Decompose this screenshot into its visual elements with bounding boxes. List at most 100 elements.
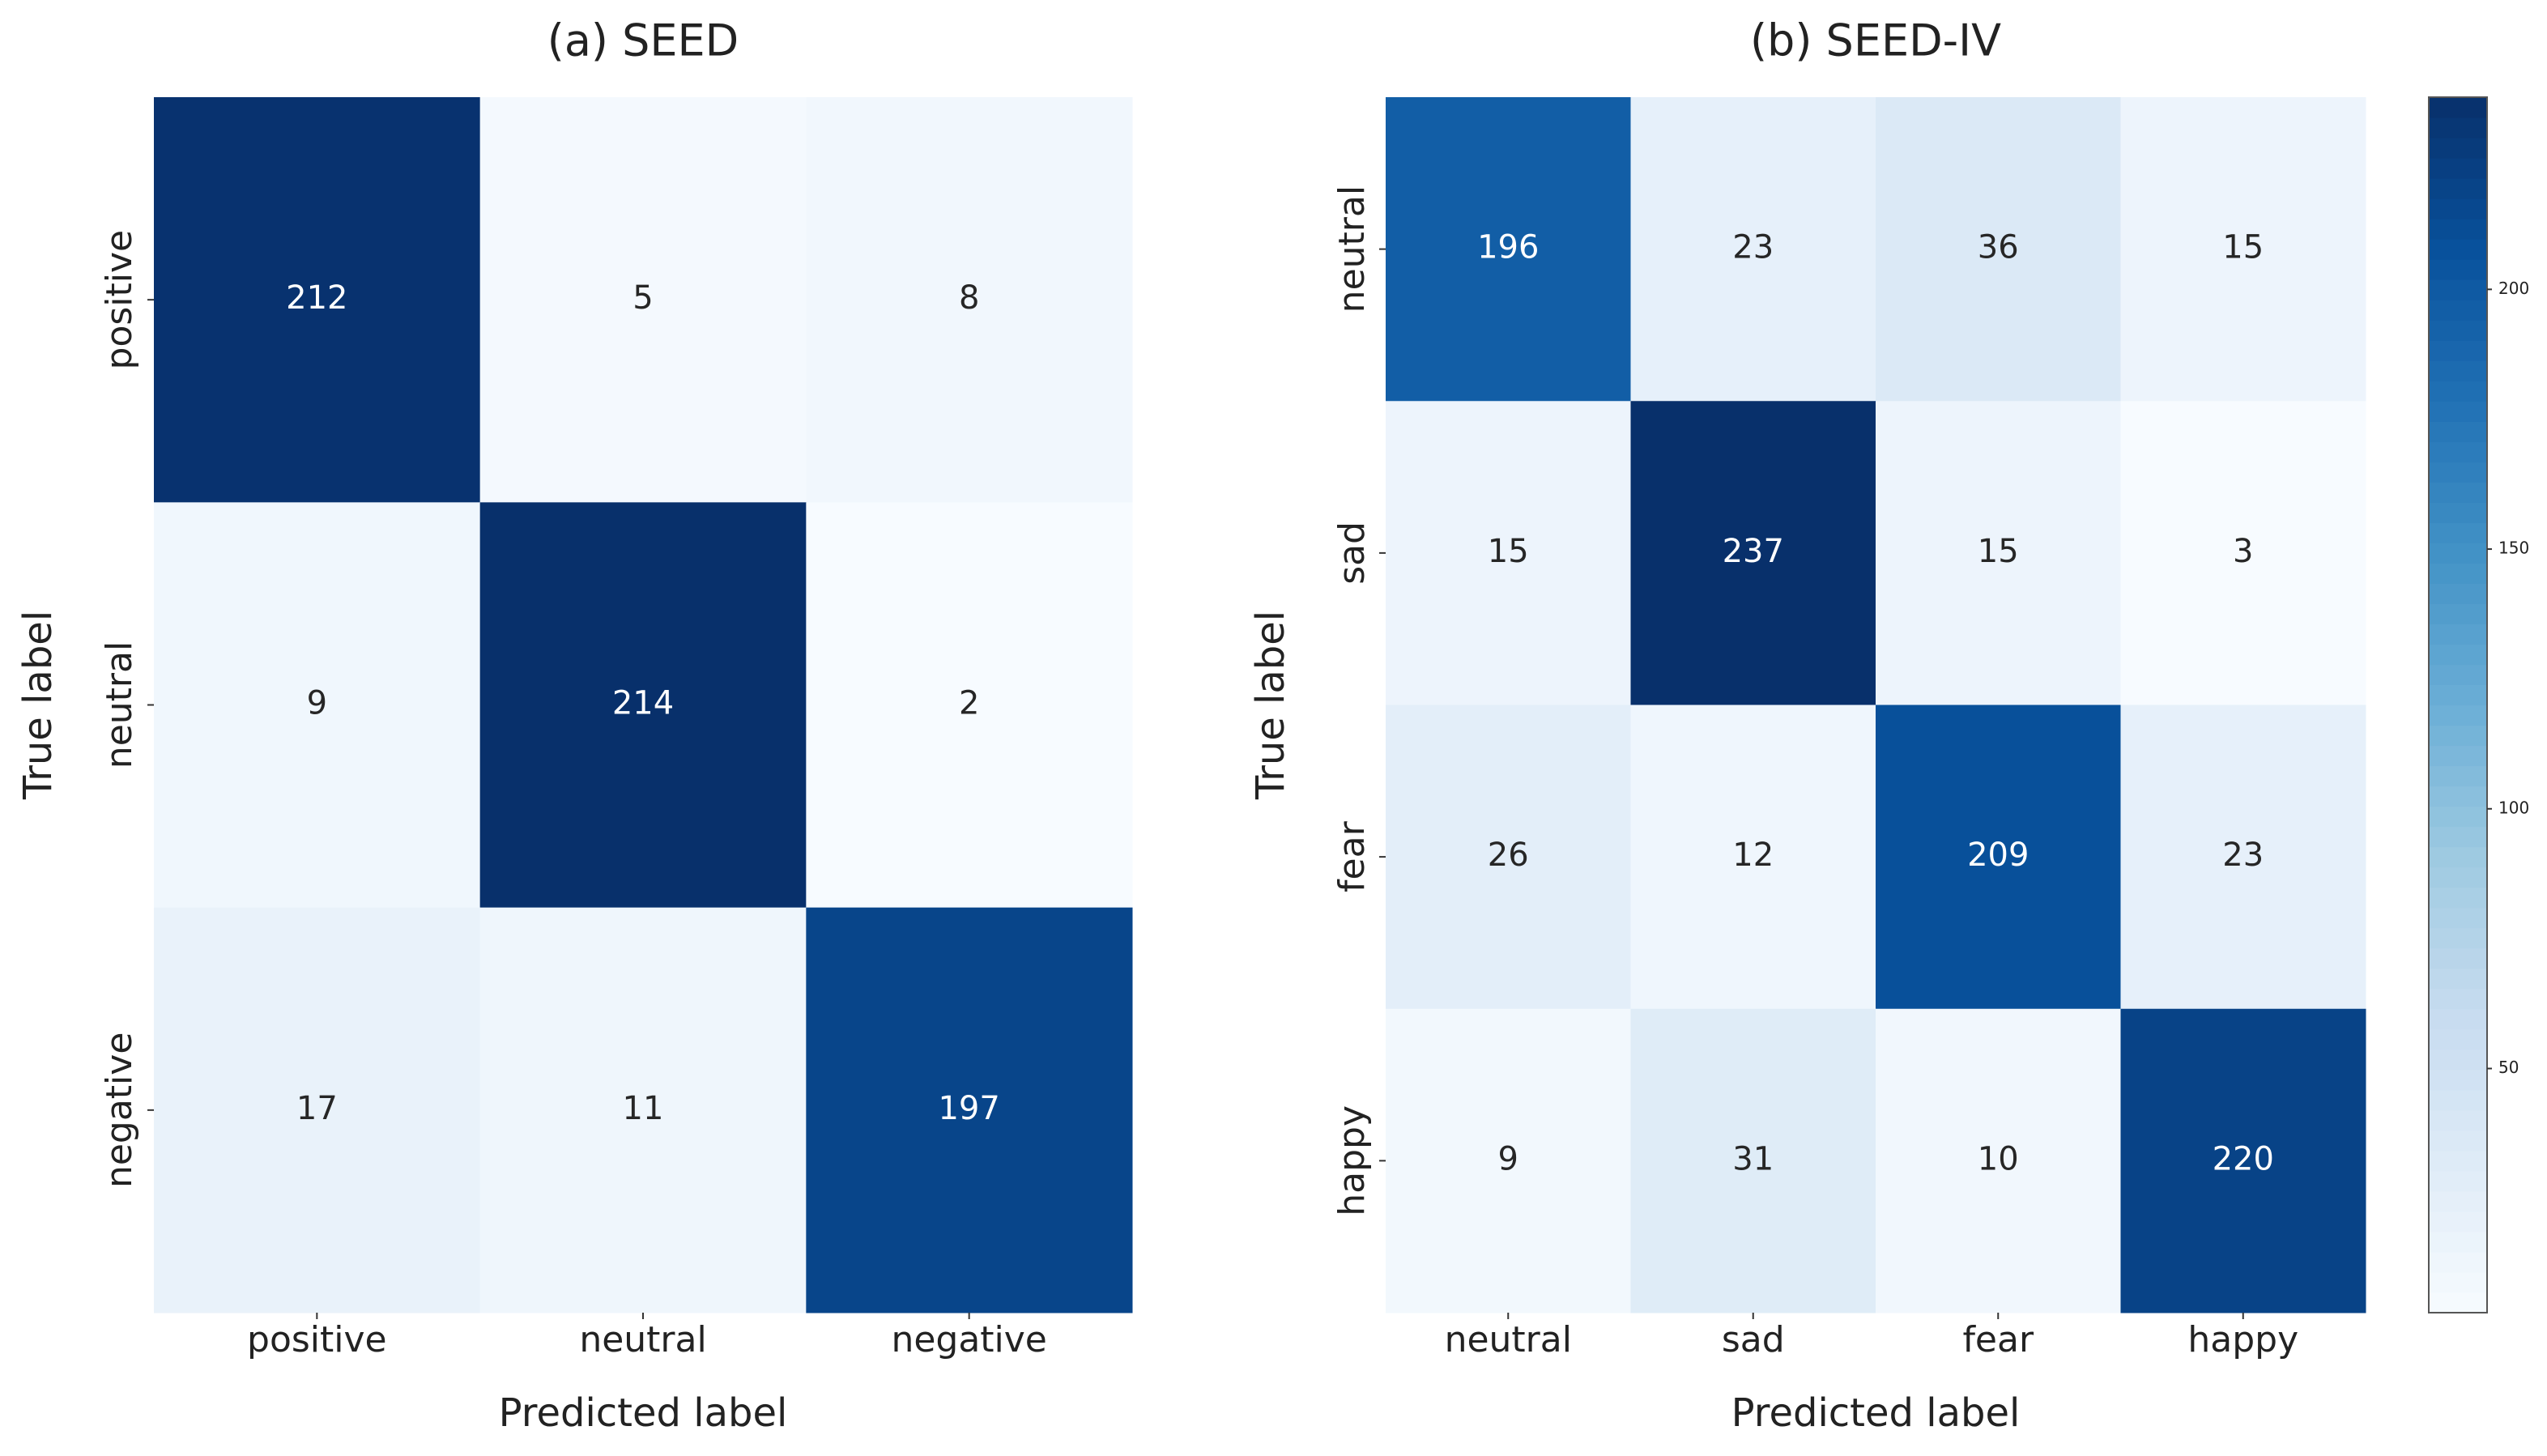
heatmap-cell [1386, 97, 1631, 402]
colorbar-segment [2429, 502, 2487, 523]
heatmap-cell [154, 907, 481, 1313]
colorbar-segment [2429, 826, 2487, 848]
y-tick-label: positive [99, 230, 140, 370]
cell-label: 12 [1732, 837, 1774, 874]
colorbar-tick-label: 150 [2498, 539, 2529, 558]
x-tick-label: sad [1722, 1319, 1785, 1360]
colorbar-segment [2429, 1008, 2487, 1030]
colorbar-segment [2429, 1049, 2487, 1071]
heatmap-cell [806, 502, 1133, 909]
colorbar-segment [2429, 401, 2487, 422]
chart-title: (b) SEED-IV [1750, 15, 2001, 66]
colorbar-segment [2429, 684, 2487, 706]
colorbar-segment [2429, 1190, 2487, 1212]
x-tick-label: positive [247, 1319, 387, 1360]
colorbar-segment [2429, 583, 2487, 605]
heatmap-cell [1630, 97, 1876, 402]
cell-label: 23 [1732, 229, 1774, 266]
heatmap-cell [1876, 1008, 2121, 1313]
heatmap-cell [1386, 1008, 1631, 1313]
colorbar-segment [2429, 927, 2487, 949]
colorbar-segment [2429, 1231, 2487, 1253]
heatmap-cell [1630, 1008, 1876, 1313]
colorbar-segment [2429, 705, 2487, 726]
colorbar-segment [2429, 765, 2487, 787]
cell-label: 237 [1723, 533, 1784, 570]
cell-label: 8 [959, 279, 979, 317]
colorbar-segment [2429, 1130, 2487, 1152]
colorbar-segment [2429, 1211, 2487, 1232]
cell-label: 196 [1477, 229, 1539, 266]
colorbar-segment [2429, 806, 2487, 828]
cell-label: 214 [612, 685, 674, 722]
chart-title: (a) SEED [547, 15, 739, 66]
colorbar-segment [2429, 138, 2487, 159]
cell-label: 11 [623, 1090, 664, 1127]
x-tick-label: fear [1962, 1319, 2034, 1360]
heatmap-cell [1630, 401, 1876, 705]
heatmap-cell [1876, 705, 2121, 1010]
colorbar-tick-label: 200 [2498, 279, 2529, 298]
colorbar-segment [2429, 907, 2487, 929]
colorbar-segment [2429, 421, 2487, 442]
colorbar-segment [2429, 725, 2487, 747]
colorbar-segment [2429, 279, 2487, 300]
cell-label: 212 [286, 279, 347, 317]
cell-label: 9 [1498, 1140, 1518, 1177]
cell-label: 36 [1978, 229, 2019, 266]
colorbar-segment [2429, 947, 2487, 969]
colorbar-segment [2429, 300, 2487, 321]
cell-label: 9 [307, 685, 327, 722]
cell-label: 26 [1488, 837, 1529, 874]
heatmap-cell [2120, 97, 2366, 402]
x-tick-label: negative [891, 1319, 1046, 1360]
y-tick-label: neutral [1331, 185, 1373, 313]
colorbar-segment [2429, 198, 2487, 219]
colorbar-tick-label: 100 [2498, 798, 2529, 817]
heatmap-cell [479, 97, 807, 503]
cell-label: 15 [1488, 533, 1529, 570]
colorbar-segment [2429, 785, 2487, 807]
colorbar-segment [2429, 178, 2487, 199]
colorbar-segment [2429, 1170, 2487, 1192]
colorbar-segment [2429, 1271, 2487, 1293]
y-tick-label: neutral [99, 641, 140, 768]
colorbar-segment [2429, 603, 2487, 625]
colorbar-segment [2429, 846, 2487, 868]
colorbar-segment [2429, 381, 2487, 402]
colorbar-segment [2429, 441, 2487, 462]
cell-label: 10 [1978, 1140, 2019, 1177]
colorbar-segment [2429, 1069, 2487, 1091]
x-tick-label: neutral [1445, 1319, 1572, 1360]
heatmap-cell [1386, 401, 1631, 705]
x-tick-label: happy [2187, 1319, 2298, 1360]
colorbar-frame [2428, 96, 2488, 1313]
colorbar-segment [2429, 219, 2487, 240]
colorbar-segment [2429, 1251, 2487, 1273]
colorbar-segment [2429, 360, 2487, 381]
colorbar-segment [2429, 644, 2487, 666]
heatmap-cell [806, 907, 1133, 1313]
y-tick-label: fear [1331, 820, 1373, 892]
colorbar-segment [2429, 624, 2487, 645]
heatmap-cell [154, 97, 481, 503]
colorbar-segment [2429, 1028, 2487, 1050]
colorbar-segment [2429, 239, 2487, 260]
heatmap-cell [2120, 705, 2366, 1010]
heatmap-cell [479, 907, 807, 1313]
y-axis-label: True label [15, 611, 61, 800]
colorbar-segment [2429, 340, 2487, 361]
cell-label: 15 [1978, 533, 2019, 570]
heatmap-cell [154, 502, 481, 909]
colorbar-tick-label: 50 [2498, 1058, 2519, 1077]
heatmap-cell [1876, 401, 2121, 705]
colorbar-segment [2429, 543, 2487, 564]
colorbar-segment [2429, 745, 2487, 767]
cell-label: 23 [2222, 837, 2264, 874]
colorbar-segment [2429, 1089, 2487, 1111]
colorbar-segment [2429, 1292, 2487, 1313]
heatmap-cell [2120, 1008, 2366, 1313]
heatmap-cell [1630, 705, 1876, 1010]
colorbar-segment [2429, 462, 2487, 483]
